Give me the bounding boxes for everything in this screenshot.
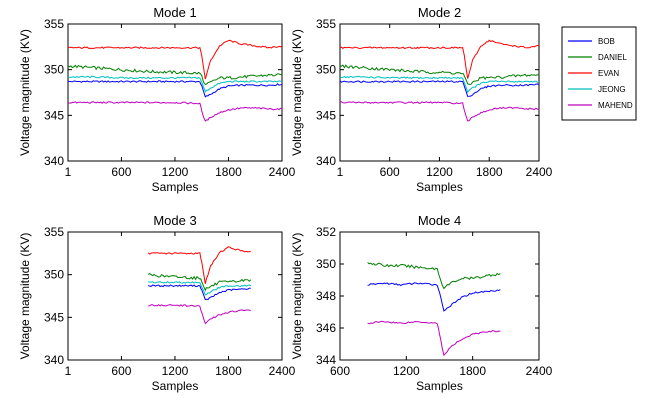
- x-tick-label: 600: [380, 165, 400, 179]
- x-tick-label: 1200: [162, 364, 189, 378]
- x-tick-label: 1800: [215, 165, 242, 179]
- y-tick-label: 345: [44, 108, 64, 122]
- series-line-daniel: [339, 64, 540, 85]
- y-axis-label: Voltage magnitude (KV): [18, 29, 32, 156]
- x-tick-label: 600: [111, 364, 131, 378]
- chart-panel-3: 1 600 1200 1800 2400 340 345 350 355 Mode 3 Sample…: [18, 213, 296, 393]
- chart-title: Mode 4: [418, 213, 461, 228]
- series-line-mahend: [367, 320, 501, 357]
- x-tick-label: 2400: [269, 364, 296, 378]
- y-tick-label: 350: [44, 63, 64, 77]
- series-line-mahend: [67, 101, 283, 122]
- x-tick-label: 600: [330, 364, 350, 378]
- chart-panel-2: 1 600 1200 1800 2400 340 345 350 355 Mode 2 Sample…: [290, 5, 553, 194]
- series-line-mahend: [148, 304, 251, 325]
- y-axis-label: Voltage magnitude (KV): [290, 29, 304, 156]
- y-tick-label: 346: [316, 321, 336, 335]
- y-tick-label: 345: [44, 310, 64, 324]
- series-line-bob: [367, 282, 501, 312]
- series-line-evan: [339, 39, 540, 79]
- y-tick-label: 340: [44, 154, 64, 168]
- plot-area: [339, 23, 540, 162]
- series-line-jeong: [148, 281, 252, 296]
- y-tick-label: 340: [44, 353, 64, 367]
- x-tick-label: 600: [111, 165, 131, 179]
- y-tick-label: 355: [44, 225, 64, 239]
- series-line-evan: [147, 246, 251, 284]
- x-tick-label: 1800: [476, 165, 503, 179]
- legend-label-jeong: JEONG: [598, 85, 626, 94]
- series-line-daniel: [147, 273, 252, 292]
- x-axis-label: Samples: [152, 379, 199, 393]
- series-line-mahend: [339, 101, 540, 122]
- x-tick-label: 2400: [526, 165, 553, 179]
- chart-title: Mode 3: [153, 213, 196, 228]
- series-line-bob: [148, 284, 251, 301]
- legend-label-evan: EVAN: [598, 69, 619, 78]
- x-axis-label: Samples: [416, 180, 463, 194]
- plot-area: [67, 231, 283, 361]
- x-tick-label: 1800: [459, 364, 486, 378]
- x-tick-label: 1200: [426, 165, 453, 179]
- y-tick-label: 350: [44, 268, 64, 282]
- y-tick-label: 350: [316, 63, 336, 77]
- legend-label-bob: BOB: [598, 37, 615, 46]
- x-tick-label: 1800: [215, 364, 242, 378]
- chart-title: Mode 1: [153, 5, 196, 20]
- y-tick-label: 340: [316, 154, 336, 168]
- x-tick-label: 2400: [526, 364, 553, 378]
- y-tick-label: 344: [316, 353, 336, 367]
- y-tick-label: 355: [316, 17, 336, 31]
- x-tick-label: 1: [65, 364, 72, 378]
- series-line-jeong: [67, 75, 283, 93]
- x-tick-label: 1: [337, 165, 344, 179]
- legend: BOB DANIEL EVAN JEONG MAHEND: [561, 26, 637, 121]
- chart-title: Mode 2: [418, 5, 461, 20]
- y-tick-label: 355: [44, 17, 64, 31]
- series-line-bob: [339, 80, 540, 97]
- plot-area: [67, 23, 283, 162]
- legend-label-daniel: DANIEL: [598, 53, 627, 62]
- x-axis-label: Samples: [152, 180, 199, 194]
- y-tick-label: 345: [316, 108, 336, 122]
- x-tick-label: 1200: [393, 364, 420, 378]
- y-tick-label: 348: [316, 289, 336, 303]
- y-tick-label: 352: [316, 225, 336, 239]
- chart-panel-1: 1 600 1200 1800 2400 340 345 350 355 Mode 1 Sample…: [18, 5, 296, 194]
- y-tick-label: 350: [316, 257, 336, 271]
- series-line-bob: [67, 80, 283, 98]
- x-tick-label: 2400: [269, 165, 296, 179]
- y-axis-label: Voltage magnitude (KV): [290, 233, 304, 360]
- series-line-evan: [67, 39, 283, 80]
- x-tick-label: 1: [65, 165, 72, 179]
- y-axis-label: Voltage magnitude (KV): [18, 233, 32, 360]
- plot-area: [339, 231, 540, 361]
- x-axis-label: Samples: [416, 379, 463, 393]
- x-tick-label: 1200: [162, 165, 189, 179]
- chart-panel-4: 600 1200 1800 2400 344 346 348 350 352 Mode 4 Samp…: [290, 213, 553, 393]
- series-line-daniel: [67, 64, 283, 85]
- legend-label-mahend: MAHEND: [598, 101, 633, 110]
- series-line-jeong: [339, 75, 540, 94]
- series-line-daniel: [367, 262, 501, 290]
